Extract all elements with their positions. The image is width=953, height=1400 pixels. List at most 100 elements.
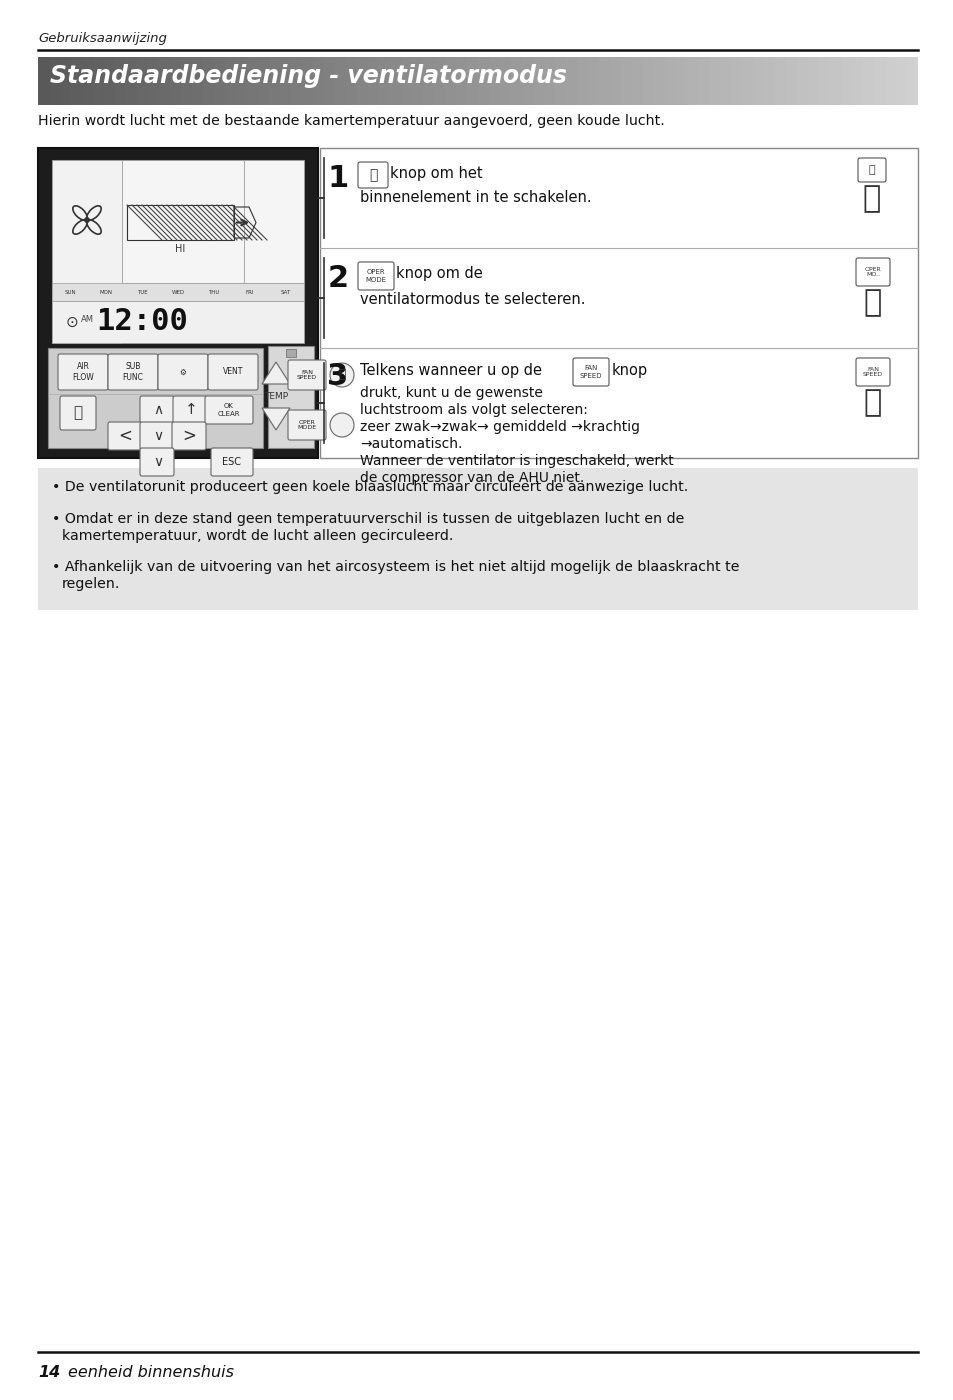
Bar [741, 57, 752, 105]
Bar [818, 57, 829, 105]
Bar [390, 57, 400, 105]
Bar [598, 57, 609, 105]
Bar [456, 57, 467, 105]
Bar [38, 468, 917, 610]
Text: ∧: ∧ [152, 403, 163, 417]
Bar [499, 57, 511, 105]
Text: <: < [118, 427, 132, 445]
Text: MON: MON [99, 290, 112, 294]
Text: HI: HI [175, 244, 186, 253]
Bar [533, 57, 543, 105]
FancyBboxPatch shape [855, 258, 889, 286]
Bar [543, 57, 555, 105]
Text: drukt, kunt u de gewenste: drukt, kunt u de gewenste [359, 386, 542, 400]
FancyBboxPatch shape [573, 358, 608, 386]
Bar [785, 57, 796, 105]
Bar [368, 57, 378, 105]
Bar [654, 57, 664, 105]
Bar [521, 57, 533, 105]
Text: TEMP: TEMP [264, 392, 288, 400]
Text: TUE: TUE [136, 290, 147, 294]
Bar [38, 148, 317, 458]
Circle shape [84, 217, 90, 223]
Bar [686, 57, 698, 105]
Text: Standaardbediening - ventilatormodus: Standaardbediening - ventilatormodus [50, 64, 566, 88]
FancyBboxPatch shape [108, 421, 142, 449]
Bar [489, 57, 499, 105]
FancyBboxPatch shape [357, 162, 388, 188]
Bar [170, 57, 181, 105]
Text: →automatisch.: →automatisch. [359, 437, 462, 451]
Bar [324, 57, 335, 105]
Text: AM: AM [80, 315, 93, 325]
Text: 12:00: 12:00 [96, 308, 188, 336]
Bar [609, 57, 620, 105]
Bar [467, 57, 477, 105]
Bar [319, 148, 917, 458]
Bar [752, 57, 763, 105]
Text: binnenelement in te schakelen.: binnenelement in te schakelen. [359, 190, 591, 204]
Bar [620, 57, 631, 105]
Bar [126, 57, 137, 105]
FancyBboxPatch shape [58, 354, 108, 391]
FancyBboxPatch shape [357, 262, 394, 290]
Text: FAN
SPEED: FAN SPEED [296, 370, 316, 381]
Text: 1: 1 [327, 164, 348, 193]
Text: Gebruiksaanwijzing: Gebruiksaanwijzing [38, 32, 167, 45]
Bar [555, 57, 565, 105]
Text: zeer zwak→zwak→ gemiddeld →krachtig: zeer zwak→zwak→ gemiddeld →krachtig [359, 420, 639, 434]
Bar [38, 57, 49, 105]
Text: Ⓘ: Ⓘ [369, 168, 376, 182]
FancyBboxPatch shape [158, 354, 208, 391]
FancyBboxPatch shape [140, 448, 173, 476]
Text: regelen.: regelen. [62, 577, 120, 591]
Text: ✋: ✋ [863, 388, 882, 417]
Bar [291, 57, 302, 105]
FancyBboxPatch shape [108, 354, 158, 391]
Text: SAT: SAT [280, 290, 291, 294]
Bar [280, 57, 291, 105]
Text: AIR
FLOW: AIR FLOW [72, 363, 93, 382]
Bar [52, 160, 122, 343]
Polygon shape [262, 363, 290, 384]
Bar [356, 57, 368, 105]
Bar [213, 57, 225, 105]
Bar [511, 57, 521, 105]
Bar [720, 57, 730, 105]
Bar [434, 57, 444, 105]
Bar [796, 57, 807, 105]
Bar [378, 57, 390, 105]
Text: Ⓘ: Ⓘ [338, 368, 345, 381]
Bar [698, 57, 708, 105]
Text: • De ventilatorunit produceert geen koele blaaslucht maar circuleert de aanwezig: • De ventilatorunit produceert geen koel… [52, 480, 687, 494]
Bar [335, 57, 346, 105]
Bar [862, 57, 873, 105]
Bar [400, 57, 412, 105]
FancyBboxPatch shape [208, 354, 257, 391]
Text: luchtstroom als volgt selecteren:: luchtstroom als volgt selecteren: [359, 403, 587, 417]
Text: ventilatormodus te selecteren.: ventilatormodus te selecteren. [359, 293, 585, 307]
Bar [884, 57, 895, 105]
Text: 3: 3 [327, 363, 348, 391]
Text: OK
CLEAR: OK CLEAR [217, 403, 240, 417]
Bar [313, 57, 324, 105]
Bar [774, 57, 785, 105]
FancyBboxPatch shape [211, 448, 253, 476]
Bar [664, 57, 676, 105]
Text: knop: knop [612, 363, 647, 378]
Bar [422, 57, 434, 105]
Bar [631, 57, 642, 105]
Text: ✋: ✋ [862, 183, 881, 213]
FancyBboxPatch shape [288, 410, 326, 440]
Text: ↑: ↑ [185, 403, 197, 417]
Text: THU: THU [208, 290, 219, 294]
Bar [444, 57, 456, 105]
FancyBboxPatch shape [60, 396, 96, 430]
Bar [873, 57, 884, 105]
Bar [577, 57, 587, 105]
Text: • Omdat er in deze stand geen temperatuurverschil is tussen de uitgeblazen lucht: • Omdat er in deze stand geen temperatuu… [52, 512, 683, 526]
Bar [676, 57, 686, 105]
Text: OPER
MODE: OPER MODE [365, 269, 386, 283]
Bar [60, 57, 71, 105]
Bar [203, 57, 213, 105]
